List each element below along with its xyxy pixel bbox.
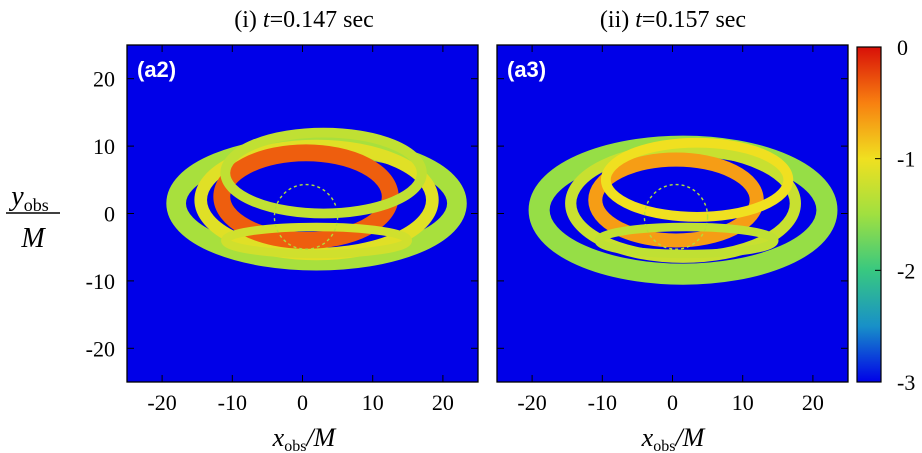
panel-title-i: (i) t=0.147 sec bbox=[234, 7, 374, 33]
colorbar-tick-label: -2 bbox=[897, 258, 915, 283]
emission-ring bbox=[588, 152, 764, 248]
y-tick-label: 20 bbox=[93, 67, 115, 92]
panel-title-ii: (ii) t=0.157 sec bbox=[600, 7, 746, 33]
emission-ring bbox=[594, 222, 779, 259]
y-tick-label: 0 bbox=[104, 202, 115, 227]
inner-arc bbox=[273, 183, 339, 250]
x-tick-label: -20 bbox=[147, 390, 176, 415]
emission-ring bbox=[220, 127, 427, 219]
colorbar-tick-label: -1 bbox=[897, 147, 915, 172]
colorbar-gradient bbox=[856, 46, 882, 383]
colorbar-tick-label: 0 bbox=[897, 35, 908, 60]
colorbar: 0 -1 -2 -3 bbox=[856, 35, 915, 395]
heatmap-panel-a3: -20 -10 0 10 20 (a3) bbox=[496, 44, 849, 415]
x-axis-label-1: xobs/M bbox=[272, 423, 337, 453]
y-tick-label: 10 bbox=[93, 134, 115, 159]
svg-text:yobs: yobs bbox=[8, 181, 48, 215]
x-tick-label: -10 bbox=[588, 390, 617, 415]
x-tick-label: 10 bbox=[362, 390, 384, 415]
svg-text:M: M bbox=[20, 223, 46, 254]
x-tick-label: 20 bbox=[802, 390, 824, 415]
x-tick-label: 0 bbox=[667, 390, 678, 415]
inner-arc bbox=[643, 183, 709, 250]
emission-ring bbox=[600, 137, 794, 222]
colorbar-tick-label: -3 bbox=[897, 370, 915, 395]
y-axis-label: yobs M bbox=[6, 181, 60, 254]
y-tick-label: -20 bbox=[86, 336, 115, 361]
heatmap-panel-a2: -20 -10 0 10 20 (a2) bbox=[126, 44, 479, 415]
panel-label: (a2) bbox=[137, 57, 176, 82]
panel-label: (a3) bbox=[507, 57, 546, 82]
emission-ring bbox=[221, 222, 413, 259]
x-tick-label: 20 bbox=[432, 390, 454, 415]
x-axis-label-2: xobs/M bbox=[641, 423, 706, 453]
x-tick-label: -20 bbox=[517, 390, 546, 415]
x-tick-label: -10 bbox=[218, 390, 247, 415]
emission-ring bbox=[213, 144, 399, 249]
y-tick-labels: -20 -10 0 10 20 bbox=[86, 67, 115, 362]
x-tick-label: 10 bbox=[732, 390, 754, 415]
y-tick-label: -10 bbox=[86, 269, 115, 294]
x-tick-label: 0 bbox=[297, 390, 308, 415]
